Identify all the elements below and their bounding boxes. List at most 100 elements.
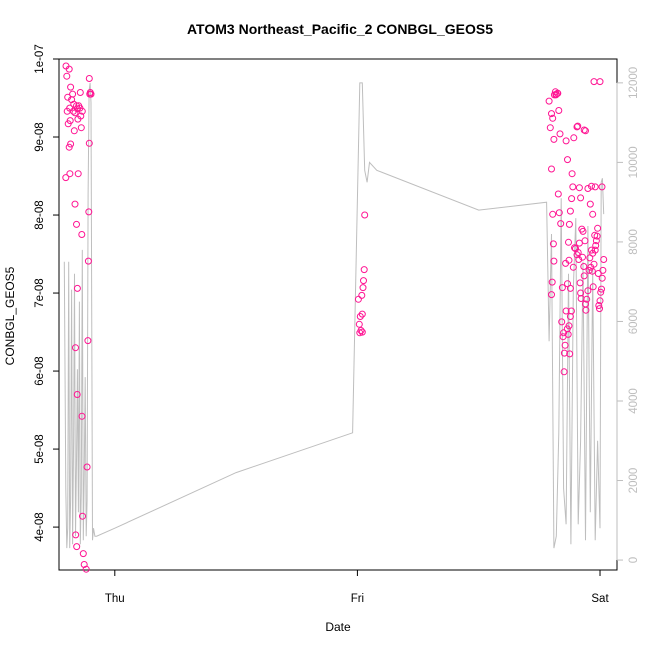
data-point [591,246,599,254]
data-point [70,127,78,135]
data-point [590,78,598,86]
data-point [567,307,575,315]
data-point [556,130,564,138]
data-point [566,350,574,358]
y2-tick-label: 8000 [628,229,640,255]
data-point [560,329,568,337]
data-point [548,110,555,118]
data-point [596,297,604,305]
data-point [67,140,75,148]
data-point [85,139,93,147]
data-point [73,220,80,228]
data-point [63,72,71,80]
data-point [593,232,601,240]
data-point [600,256,608,263]
y2-tick-label: 10000 [628,146,640,178]
data-point [548,291,555,299]
data-point [560,368,568,376]
x-tick-label: Fri [351,593,364,605]
data-point [596,305,603,313]
data-point [548,278,556,286]
data-point [76,89,84,96]
data-point [582,306,590,314]
data-point [562,137,570,145]
data-point [78,107,86,115]
data-point [73,543,81,551]
data-point [64,120,72,128]
data-point [66,170,74,178]
data-point [63,107,71,115]
data-point [597,288,605,296]
data-point [581,237,589,245]
data-point [577,194,585,202]
data-point [557,220,565,228]
data-point [590,260,598,268]
data-point [74,170,82,178]
data-point [71,200,79,208]
data-point [591,183,599,191]
y-axis-label: CONBGL_GEOS5 [3,266,17,365]
x-axis-label: Date [325,620,351,634]
data-point [599,266,607,274]
data-point [568,170,576,178]
data-point [72,531,80,539]
data-point [579,227,587,235]
data-point [77,124,85,132]
data-point [575,184,583,192]
data-point [73,284,81,292]
data-point [582,127,589,135]
data-point [77,112,85,120]
data-point [594,224,602,232]
data-point [72,344,79,352]
data-point [574,249,582,256]
data-point [566,207,574,215]
chart-title: ATOM3 Northeast_Pacific_2 CONBGL_GEOS5 [187,21,493,37]
data-points-layer [62,62,608,573]
data-point [361,211,369,219]
data-point [358,310,366,318]
x-tick-label: Sat [591,593,609,605]
data-point [555,209,563,217]
data-point [595,302,603,309]
data-point [360,266,368,274]
y-tick-label: 5e-08 [34,434,46,463]
y-tick-label: 4e-08 [34,512,46,541]
data-point [545,97,553,105]
data-point [84,257,92,265]
data-point [65,143,73,151]
x-axis: Thu Fri Sat [105,569,609,605]
data-point [357,327,365,334]
data-point [568,195,576,203]
data-point [592,242,600,249]
data-point [576,279,584,287]
data-point [569,183,577,191]
plot-frame [58,58,618,571]
y-axis-right: 0 2000 4000 6000 8000 10000 12000 [616,67,640,563]
data-point [73,391,81,398]
data-point [85,208,93,216]
altitude-line [63,82,605,549]
data-point [558,284,566,292]
y-tick-label: 1e-07 [34,44,46,73]
data-point [598,285,605,293]
data-point [566,284,574,292]
data-point [564,330,572,338]
data-point [355,320,363,328]
data-point [65,65,73,73]
data-point [67,83,75,91]
data-point [565,220,573,228]
data-point [583,295,591,303]
data-point [580,272,588,280]
data-point [588,246,595,254]
data-point [564,156,571,164]
y-tick-label: 6e-08 [34,356,46,385]
data-point [589,283,597,291]
data-point [78,412,86,420]
y2-tick-label: 2000 [628,468,640,494]
data-point [78,231,86,238]
data-point [87,90,95,98]
data-point [573,123,581,131]
data-point [588,267,596,275]
data-point [84,337,92,345]
